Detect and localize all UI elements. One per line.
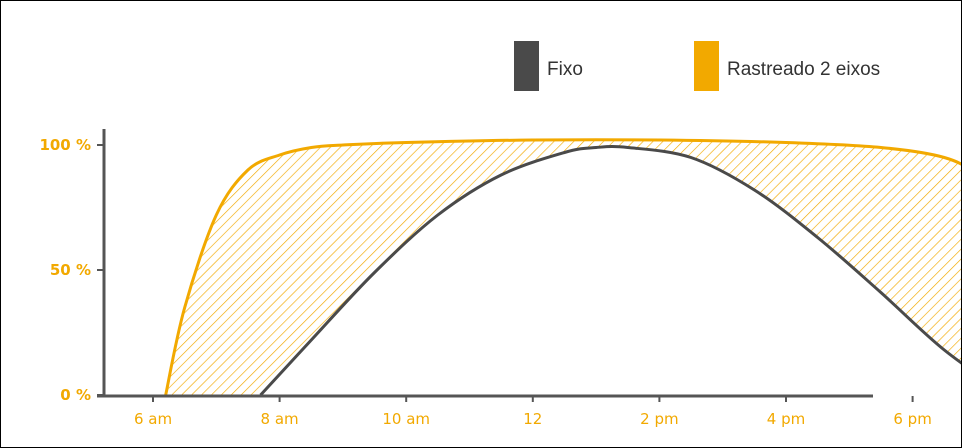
legend-label-fixo: Fixo	[547, 59, 583, 80]
x-tick-label: 6 pm	[893, 410, 931, 428]
legend-swatch-fixo	[514, 41, 539, 91]
legend-swatch-rastreado	[694, 41, 719, 91]
series-lines	[164, 138, 961, 397]
legend-label-rastreado: Rastreado 2 eixos	[727, 59, 880, 80]
legend: Fixo Rastreado 2 eixos	[514, 41, 880, 91]
hatched-area	[165, 139, 961, 395]
y-tick-label: 50 %	[50, 261, 91, 279]
x-tick-label: 2 pm	[640, 410, 678, 428]
axes	[97, 129, 873, 398]
y-tick-label: 100 %	[39, 136, 91, 154]
x-tick-label: 4 pm	[767, 410, 805, 428]
series-line-fixo	[259, 145, 961, 397]
x-tick-label: 10 am	[382, 410, 430, 428]
x-tick-label: 12	[523, 410, 542, 428]
series-line-rastreado	[164, 138, 961, 396]
x-tick-label: 6 am	[134, 410, 172, 428]
y-tick-label: 0 %	[60, 386, 91, 404]
x-tick-label: 8 am	[261, 410, 299, 428]
shaded-gain-region	[165, 139, 961, 395]
